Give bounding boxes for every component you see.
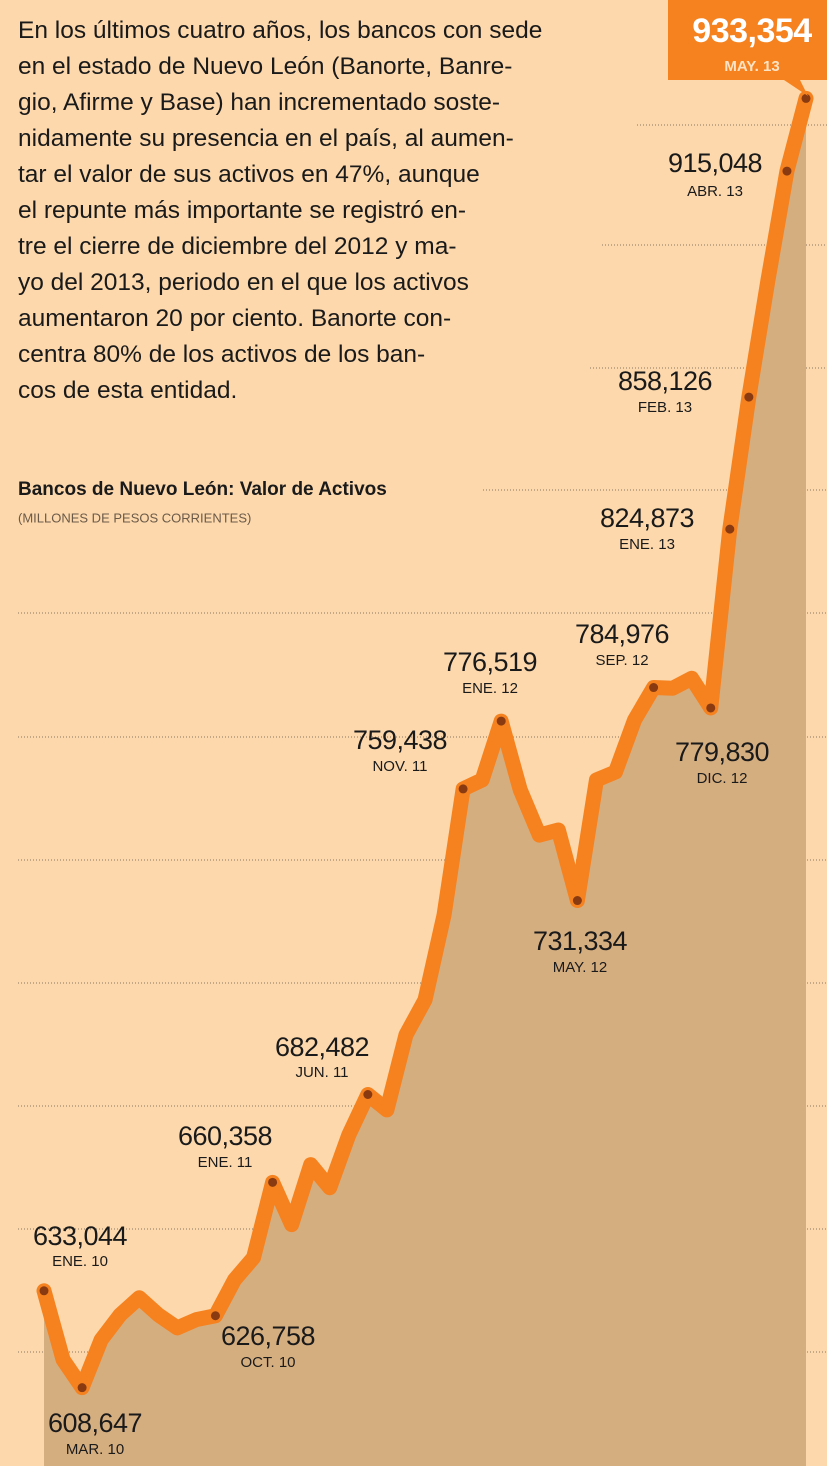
grid: [18, 124, 827, 1353]
date-label: ENE. 13: [619, 536, 675, 553]
marker: [496, 716, 506, 726]
description-line: En los últimos cuatro años, los bancos c…: [18, 17, 542, 44]
marker: [801, 93, 811, 103]
description-line: yo del 2013, periodo en el que los activ…: [18, 269, 469, 296]
marker: [649, 683, 659, 693]
value-label: 776,519: [443, 647, 537, 677]
line: [36, 90, 814, 1396]
value-label: 858,126: [618, 366, 712, 396]
value-label: 731,334: [533, 926, 628, 956]
description-line: en el estado de Nuevo León (Banorte, Ban…: [18, 53, 512, 80]
date-label: MAR. 10: [66, 1441, 124, 1458]
date-label: OCT. 10: [240, 1354, 295, 1371]
marker: [725, 524, 735, 534]
date-label: JUN. 11: [295, 1064, 348, 1081]
description-line: tar el valor de sus activos en 47%, aunq…: [18, 161, 480, 188]
date-label: ENE. 10: [52, 1253, 108, 1270]
date-label: MAY. 12: [553, 959, 607, 976]
value-label: 660,358: [178, 1121, 272, 1151]
date-label: ENE. 12: [462, 680, 518, 697]
area: [44, 98, 806, 1466]
date-label: SEP. 12: [595, 652, 648, 669]
description-line: aumentaron 20 por ciento. Banorte con-: [18, 305, 451, 332]
value-label: 933,354: [692, 12, 812, 50]
date-label: DIC. 12: [697, 770, 748, 787]
value-label: 824,873: [600, 503, 694, 533]
description-line: centra 80% de los activos de los ban-: [18, 341, 425, 368]
value-label: 915,048: [668, 148, 762, 178]
value-label: 626,758: [221, 1321, 315, 1351]
description-line: gio, Afirme y Base) han incrementado sos…: [18, 89, 500, 116]
chart-title: Bancos de Nuevo León: Valor de Activos: [18, 479, 387, 500]
marker: [39, 1286, 49, 1296]
marker: [363, 1089, 373, 1099]
marker: [744, 392, 754, 402]
value-label: 608,647: [48, 1408, 142, 1438]
description-line: nidamente su presencia en el país, al au…: [18, 125, 514, 152]
date-label: MAY. 13: [724, 58, 779, 75]
description-line: el repunte más importante se registró en…: [18, 197, 466, 224]
value-label: 779,830: [675, 737, 769, 767]
marker: [782, 166, 792, 176]
date-label: FEB. 13: [638, 399, 692, 416]
highlight-box: [668, 0, 827, 96]
description-line: tre el cierre de diciembre del 2012 y ma…: [18, 233, 456, 260]
labels: 633,044 ENE. 10 608,647 MAR. 10 626,758 OCT. …: [33, 0, 827, 1458]
value-label: 784,976: [575, 619, 669, 649]
date-label: NOV. 11: [372, 758, 427, 775]
chart-subtitle: (MILLONES DE PESOS CORRIENTES): [18, 510, 251, 525]
marker: [268, 1177, 278, 1187]
marker: [572, 896, 582, 906]
value-label: 759,438: [353, 725, 447, 755]
value-label: 682,482: [275, 1032, 369, 1062]
description-line: cos de esta entidad.: [18, 377, 237, 404]
value-label: 633,044: [33, 1221, 128, 1251]
marker: [210, 1311, 220, 1321]
marker: [706, 703, 716, 713]
marker: [77, 1383, 87, 1393]
date-label: ABR. 13: [687, 183, 743, 200]
text-block: En los últimos cuatro años, los bancos c…: [18, 17, 542, 404]
plot: [36, 90, 814, 1466]
marker: [458, 784, 468, 794]
date-label: ENE. 11: [198, 1154, 253, 1171]
